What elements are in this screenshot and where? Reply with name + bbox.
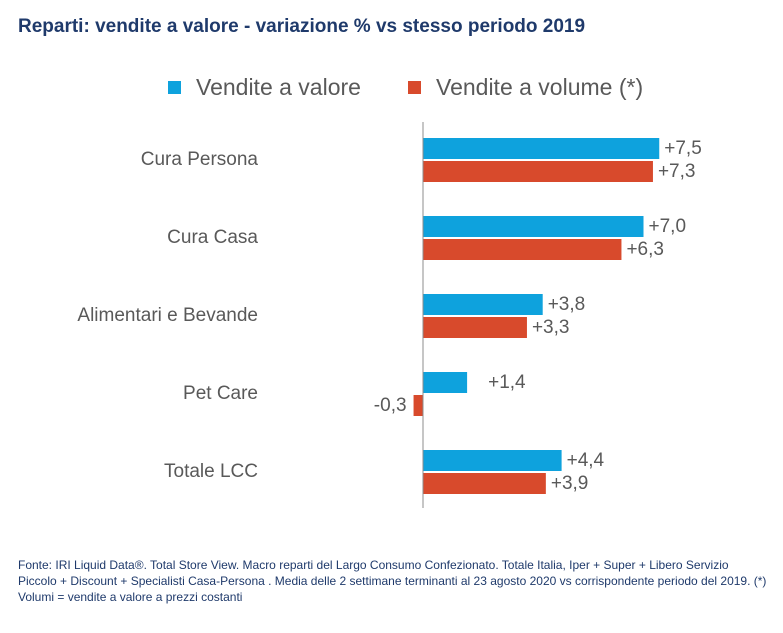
- data-label: -0,3: [374, 395, 407, 416]
- bar-valore: [423, 216, 644, 237]
- bar-valore: [423, 450, 562, 471]
- data-label: +7,3: [658, 161, 696, 182]
- data-label: +7,0: [649, 216, 687, 237]
- chart-title: Reparti: vendite a valore - variazione %…: [18, 16, 586, 37]
- data-label: +3,8: [548, 294, 586, 315]
- data-label: +3,3: [532, 317, 570, 338]
- legend-label-volume: Vendite a volume (*): [436, 74, 644, 100]
- bar-volume: [423, 317, 527, 338]
- category-label: Cura Persona: [141, 149, 259, 170]
- legend-label-valore: Vendite a valore: [196, 74, 361, 100]
- data-label: +4,4: [567, 450, 605, 471]
- bar-volume: [423, 473, 546, 494]
- bar-volume: [413, 395, 423, 416]
- legend-item-volume: Vendite a volume (*): [408, 74, 643, 101]
- bar-volume: [423, 239, 622, 260]
- bar-valore: [423, 294, 543, 315]
- category-label: Pet Care: [183, 383, 258, 404]
- data-label: +3,9: [551, 473, 589, 494]
- legend-item-valore: Vendite a valore: [168, 74, 361, 101]
- bar-volume: [423, 161, 653, 182]
- category-label: Cura Casa: [167, 227, 258, 248]
- data-label: +1,4: [488, 372, 526, 393]
- legend-swatch-valore: [168, 81, 181, 94]
- bar-valore: [423, 138, 660, 159]
- legend-swatch-volume: [408, 81, 421, 94]
- data-label: +7,5: [664, 138, 702, 159]
- bar-valore: [423, 372, 468, 393]
- legend: Vendite a valore Vendite a volume (*): [0, 74, 783, 104]
- data-label: +6,3: [626, 239, 664, 260]
- category-label: Totale LCC: [164, 461, 258, 482]
- footer-note: Fonte: IRI Liquid Data®. Total Store Vie…: [18, 558, 767, 604]
- category-label: Alimentari e Bevande: [77, 305, 258, 326]
